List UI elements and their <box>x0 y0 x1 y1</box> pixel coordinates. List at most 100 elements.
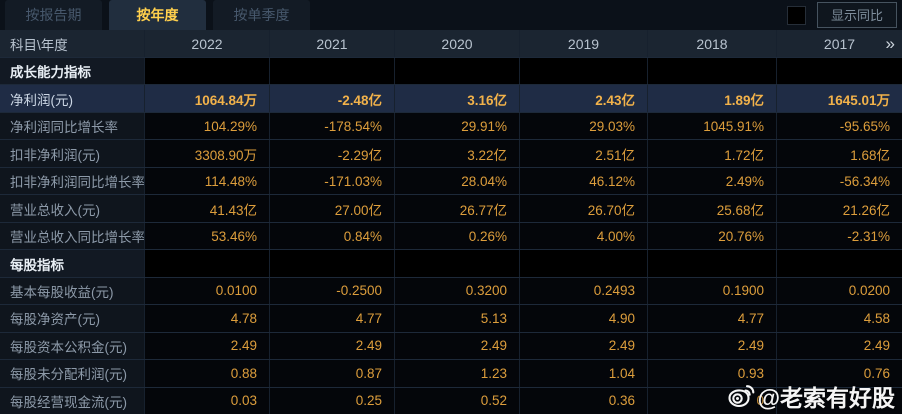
table-row[interactable]: 净利润同比增长率 104.29% -178.54% 29.91% 29.03% 1045.… <box>0 111 902 140</box>
cell-value: 21.26亿 <box>777 195 902 222</box>
cell-value: 0.25 <box>270 387 395 414</box>
cell-value <box>777 387 902 414</box>
cell-value: 4.77 <box>648 305 777 332</box>
row-label: 净利润(元) <box>0 85 145 112</box>
cell-value: 25.68亿 <box>648 195 777 222</box>
cell-value: 4.77 <box>270 305 395 332</box>
cell-value: 0.26% <box>395 222 520 250</box>
cell-value: 4.78 <box>145 305 270 332</box>
period-tab-bar: 按报告期 按年度 按单季度 显示同比 <box>0 0 902 30</box>
row-label: 营业总收入同比增长率 <box>0 222 145 250</box>
row-label: 每股净资产(元) <box>0 305 145 332</box>
cell-value: 0.76 <box>777 360 902 387</box>
header-year-2020: 2020 <box>395 30 520 57</box>
more-years-chevron-icon[interactable]: » <box>885 33 896 53</box>
cell-value <box>270 250 395 277</box>
header-year-2019: 2019 <box>520 30 648 57</box>
tab-by-year[interactable]: 按年度 <box>109 0 206 30</box>
cell-value: 26.77亿 <box>395 195 520 222</box>
cell-value: 2.49 <box>777 332 902 360</box>
table-row[interactable]: 扣非净利润同比增长率 114.48% -171.03% 28.04% 46.12% 2.4… <box>0 166 902 195</box>
header-year-2018: 2018 <box>648 30 777 57</box>
cell-value: 26.70亿 <box>520 195 648 222</box>
cell-value: 1.23 <box>395 360 520 387</box>
header-year-label: 2017 <box>823 35 856 52</box>
cell-value: 41.43亿 <box>145 195 270 222</box>
cell-value: -2.29亿 <box>270 140 395 167</box>
cell-value: 2.49 <box>520 332 648 360</box>
table-row[interactable]: 营业总收入同比增长率 53.46% 0.84% 0.26% 4.00% 20.76% -2.… <box>0 221 902 250</box>
row-label: 每股指标 <box>0 250 145 277</box>
cell-value: 1645.01万 <box>777 85 902 112</box>
cell-value: -0.2500 <box>270 277 395 305</box>
table-row[interactable]: 每股指标 <box>0 249 902 277</box>
cell-value: 0 <box>648 387 777 414</box>
cell-value: 29.03% <box>520 112 648 140</box>
cell-value <box>777 58 902 85</box>
cell-value: 4.00% <box>520 222 648 250</box>
cell-value: 4.58 <box>777 305 902 332</box>
cell-value: 0.3200 <box>395 277 520 305</box>
table-row[interactable]: 营业总收入(元) 41.43亿 27.00亿 26.77亿 26.70亿 25.68亿 21… <box>0 194 902 222</box>
cell-value: 4.90 <box>520 305 648 332</box>
table-row[interactable]: 每股经营现金流(元) 0.03 0.25 0.52 0.36 0 <box>0 386 902 414</box>
cell-value: 104.29% <box>145 112 270 140</box>
cell-value: 2.49 <box>648 332 777 360</box>
cell-value: 1064.84万 <box>145 85 270 112</box>
table-row[interactable]: 净利润(元) 1064.84万 -2.48亿 3.16亿 2.43亿 1.89亿 1645.… <box>0 84 902 112</box>
show-yoy-label[interactable]: 显示同比 <box>816 2 897 28</box>
row-label: 成长能力指标 <box>0 58 145 85</box>
cell-value: 2.51亿 <box>520 140 648 167</box>
show-yoy-checkbox[interactable] <box>786 5 806 25</box>
table-row[interactable]: 成长能力指标 <box>0 57 902 85</box>
cell-value <box>520 250 648 277</box>
cell-value: 46.12% <box>520 167 648 195</box>
tab-by-report-period[interactable]: 按报告期 <box>5 0 102 30</box>
table-row[interactable]: 基本每股收益(元) 0.0100 -0.2500 0.3200 0.2493 0.1900… <box>0 276 902 305</box>
table-row[interactable]: 每股未分配利润(元) 0.88 0.87 1.23 1.04 0.93 0.76 <box>0 359 902 387</box>
row-label: 扣非净利润(元) <box>0 140 145 167</box>
row-label: 扣非净利润同比增长率 <box>0 167 145 195</box>
table-body: 成长能力指标 净利润(元) 1064.84万 -2.48亿 3.16亿 2.43亿 1.89… <box>0 57 902 414</box>
cell-value: 0.03 <box>145 387 270 414</box>
table-row[interactable]: 每股净资产(元) 4.78 4.77 5.13 4.90 4.77 4.58 <box>0 304 902 332</box>
cell-value: -171.03% <box>270 167 395 195</box>
cell-value <box>395 58 520 85</box>
row-label: 每股资本公积金(元) <box>0 332 145 360</box>
cell-value: 1.89亿 <box>648 85 777 112</box>
cell-value: 0.0200 <box>777 277 902 305</box>
cell-value: 28.04% <box>395 167 520 195</box>
cell-value: 0.87 <box>270 360 395 387</box>
header-year-2017: 2017 » <box>777 30 902 57</box>
cell-value: 20.76% <box>648 222 777 250</box>
cell-value: 0.93 <box>648 360 777 387</box>
table-row[interactable]: 扣非净利润(元) 3308.90万 -2.29亿 3.22亿 2.51亿 1.72亿 1.6… <box>0 139 902 167</box>
cell-value: 0.1900 <box>648 277 777 305</box>
cell-value: 2.49 <box>270 332 395 360</box>
cell-value <box>648 250 777 277</box>
header-year-2022: 2022 <box>145 30 270 57</box>
cell-value: 5.13 <box>395 305 520 332</box>
cell-value: 0.0100 <box>145 277 270 305</box>
cell-value: 53.46% <box>145 222 270 250</box>
table-row[interactable]: 每股资本公积金(元) 2.49 2.49 2.49 2.49 2.49 2.49 <box>0 331 902 360</box>
cell-value: 0.2493 <box>520 277 648 305</box>
cell-value: 0.52 <box>395 387 520 414</box>
row-label: 营业总收入(元) <box>0 195 145 222</box>
cell-value <box>145 250 270 277</box>
cell-value: 1.68亿 <box>777 140 902 167</box>
header-year-2021: 2021 <box>270 30 395 57</box>
cell-value: 1.72亿 <box>648 140 777 167</box>
tab-by-single-quarter[interactable]: 按单季度 <box>213 0 310 30</box>
cell-value: -95.65% <box>777 112 902 140</box>
cell-value <box>777 250 902 277</box>
cell-value: 29.91% <box>395 112 520 140</box>
cell-value: -56.34% <box>777 167 902 195</box>
cell-value <box>145 58 270 85</box>
cell-value: 0.88 <box>145 360 270 387</box>
cell-value: 114.48% <box>145 167 270 195</box>
cell-value: 2.43亿 <box>520 85 648 112</box>
financial-table: 科目\年度 2022 2021 2020 2019 2018 2017 » 成长… <box>0 30 902 414</box>
top-controls: 显示同比 <box>786 0 902 30</box>
cell-value <box>520 58 648 85</box>
